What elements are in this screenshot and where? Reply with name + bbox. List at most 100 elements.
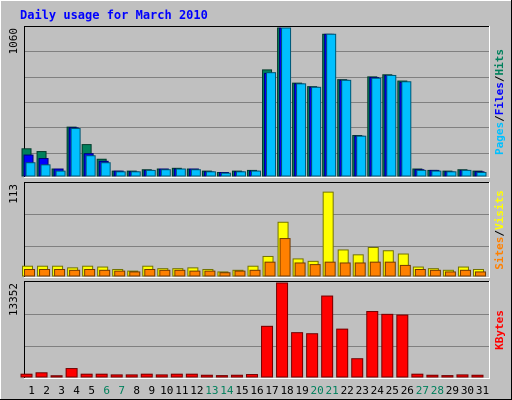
legend-item-kbytes: KBytes (493, 310, 506, 350)
bar-sites-day-23 (354, 262, 366, 277)
bar-sites-day-25 (384, 261, 396, 277)
bar-pages-day-26 (401, 81, 412, 177)
bar-kbytes-day-29 (441, 375, 454, 378)
x-tick-label: 26 (401, 384, 414, 397)
bar-kbytes-day-6 (95, 373, 108, 378)
bar-sites-day-7 (114, 270, 126, 277)
legend-item-visits: Visits (493, 190, 506, 230)
bar-sites-day-24 (369, 261, 381, 277)
bar-sites-day-4 (69, 269, 81, 277)
bar-pages-day-24 (371, 77, 382, 177)
bar-kbytes-day-26 (396, 314, 409, 378)
legend-separator: / (493, 230, 506, 237)
x-tick-label: 2 (43, 384, 50, 397)
x-tick-label: 29 (446, 384, 459, 397)
bar-kbytes-day-11 (170, 373, 183, 378)
bar-pages-day-9 (145, 169, 156, 177)
bar-sites-day-2 (39, 268, 51, 277)
bar-sites-day-12 (189, 270, 201, 277)
bar-kbytes-day-24 (366, 311, 379, 378)
bar-sites-day-1 (24, 268, 36, 277)
bar-kbytes-day-5 (80, 373, 93, 378)
bar-pages-day-7 (115, 171, 126, 177)
bar-pages-day-12 (190, 169, 201, 177)
x-tick-label: 1 (28, 384, 35, 397)
y-max-label: 113 (7, 184, 20, 204)
x-tick-label: 20 (311, 384, 324, 397)
bar-pages-day-16 (251, 170, 261, 177)
x-tick-label: 4 (73, 384, 80, 397)
bar-pages-day-15 (235, 171, 246, 177)
bar-sites-day-29 (444, 271, 456, 277)
legend-item-pages: Pages (493, 122, 506, 155)
bar-sites-day-30 (459, 269, 471, 277)
bar-pages-day-11 (175, 168, 186, 177)
bar-sites-day-5 (84, 268, 96, 277)
bar-sites-day-9 (144, 268, 156, 277)
bar-pages-day-29 (446, 171, 457, 177)
bar-sites-day-17 (264, 261, 276, 277)
panel-visits-sites: 113 Sites/Visits (7, 182, 506, 278)
bar-pages-day-25 (386, 74, 397, 177)
bar-sites-day-27 (414, 268, 426, 277)
bar-sites-day-16 (249, 269, 261, 277)
bar-sites-day-13 (204, 270, 216, 277)
bar-kbytes-day-14 (215, 375, 228, 378)
bar-pages-day-10 (160, 169, 171, 177)
bar-kbytes-day-19 (291, 332, 304, 378)
bar-sites-day-14 (219, 272, 231, 277)
x-tick-label: 27 (416, 384, 429, 397)
bar-sites-day-15 (234, 270, 246, 277)
x-tick-label: 5 (88, 384, 95, 397)
bar-sites-day-18 (279, 238, 291, 277)
bar-pages-day-5 (85, 155, 96, 177)
bar-kbytes-day-12 (185, 373, 198, 378)
bar-sites-day-3 (54, 268, 66, 277)
y-max-label: 13352 (7, 283, 20, 316)
x-axis-labels: 1 2 3 4 5 6 7 8 9 10 11 12 13 14 15 16 17 18 19 20 21 22 23 24 2… (28, 384, 489, 397)
bar-pages-day-20 (311, 86, 322, 177)
legend-separator: / (493, 75, 506, 82)
x-tick-label: 22 (341, 384, 354, 397)
x-tick-label: 10 (160, 384, 173, 397)
bar-pages-day-17 (266, 72, 277, 177)
x-tick-label: 21 (326, 384, 339, 397)
bar-kbytes-day-3 (50, 375, 63, 378)
x-tick-label: 18 (280, 384, 293, 397)
bar-pages-day-19 (296, 83, 307, 177)
bar-kbytes-day-2 (35, 372, 48, 378)
bar-kbytes-day-27 (411, 373, 424, 378)
x-tick-label: 28 (431, 384, 444, 397)
bar-sites-day-6 (99, 269, 111, 277)
x-tick-label: 31 (476, 384, 489, 397)
x-tick-label: 23 (356, 384, 369, 397)
bar-pages-day-2 (40, 164, 51, 177)
x-tick-label: 9 (148, 384, 155, 397)
x-tick-label: 13 (205, 384, 218, 397)
bar-pages-day-27 (416, 169, 427, 177)
bar-kbytes-day-23 (351, 358, 364, 378)
bar-pages-day-28 (431, 170, 442, 177)
bar-pages-day-1 (25, 162, 36, 177)
bar-sites-day-28 (429, 269, 441, 277)
bar-kbytes-day-17 (261, 325, 274, 378)
legend-item-files: Files (493, 82, 506, 115)
x-tick-label: 12 (190, 384, 203, 397)
series-legend-label: Sites/Visits (493, 190, 506, 270)
x-tick-label: 25 (386, 384, 399, 397)
bar-pages-day-13 (205, 171, 216, 177)
panel-kbytes: 13352 KBytes (7, 281, 506, 379)
legend-item-sites: Sites (493, 237, 506, 270)
bar-kbytes-day-18 (276, 282, 289, 378)
bar-kbytes-day-25 (381, 313, 394, 378)
bar-sites-day-10 (159, 269, 171, 277)
x-tick-label: 16 (250, 384, 263, 397)
bar-sites-day-19 (294, 262, 306, 277)
bar-sites-day-8 (129, 271, 141, 277)
y-max-label: 1060 (7, 28, 20, 55)
bar-pages-day-23 (356, 135, 367, 177)
bar-kbytes-day-21 (321, 295, 334, 378)
x-tick-label: 15 (235, 384, 248, 397)
